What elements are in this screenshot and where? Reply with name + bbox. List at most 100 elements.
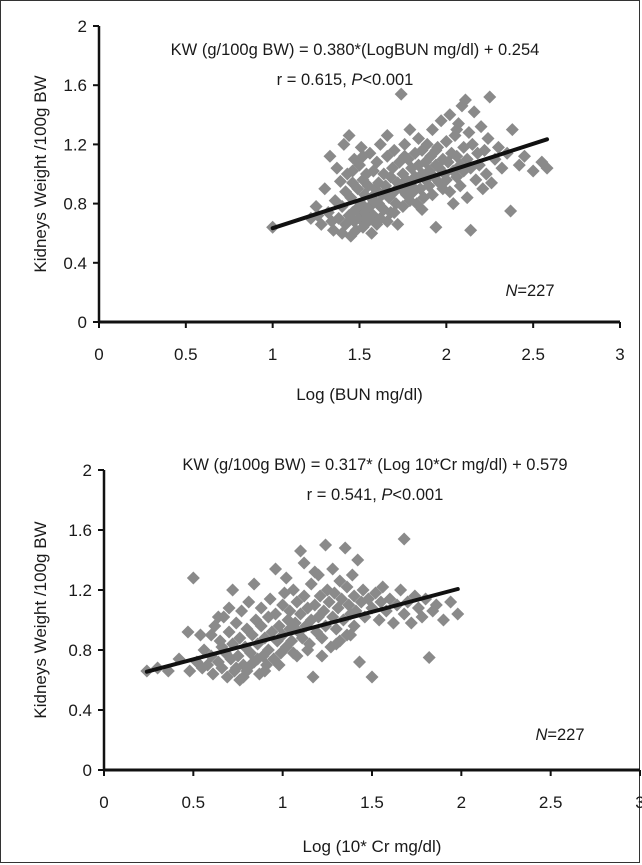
data-point xyxy=(469,173,483,187)
data-point xyxy=(365,226,379,240)
data-point xyxy=(465,137,479,151)
data-point xyxy=(505,123,519,137)
data-point xyxy=(231,649,245,663)
x-tick-label: 3 xyxy=(615,345,624,364)
data-point xyxy=(315,631,329,645)
data-point xyxy=(446,197,460,211)
sample-size-label: N=227 xyxy=(535,726,584,744)
data-point xyxy=(247,577,261,591)
data-point xyxy=(344,628,358,642)
data-point xyxy=(313,589,327,603)
y-tick-label: 1.6 xyxy=(68,521,92,540)
data-point xyxy=(372,613,386,627)
y-tick-label: 0.4 xyxy=(68,701,92,720)
data-point xyxy=(306,670,320,684)
data-point xyxy=(297,589,311,603)
data-point xyxy=(436,613,450,627)
data-point xyxy=(347,589,361,603)
data-point xyxy=(444,595,458,609)
data-point xyxy=(308,565,322,579)
data-point xyxy=(286,646,300,660)
data-point xyxy=(181,625,195,639)
data-point xyxy=(206,667,220,681)
data-point xyxy=(211,610,225,624)
data-point xyxy=(450,123,464,137)
data-point xyxy=(352,655,366,669)
data-point xyxy=(335,592,349,606)
data-point xyxy=(394,583,408,597)
data-point xyxy=(429,143,443,157)
y-axis-label: Kidneys Weight /100g BW xyxy=(31,521,50,718)
data-point xyxy=(193,628,207,642)
data-point xyxy=(283,604,297,618)
sample-size-label: N=227 xyxy=(505,282,554,300)
data-point xyxy=(269,562,283,576)
data-point xyxy=(460,191,474,205)
data-point xyxy=(429,220,443,234)
data-point xyxy=(420,137,434,151)
data-point xyxy=(279,571,293,585)
x-tick-label: 0 xyxy=(99,793,108,812)
data-point xyxy=(354,140,368,154)
data-point xyxy=(415,203,429,217)
data-point xyxy=(325,214,339,228)
data-point xyxy=(340,580,354,594)
x-axis-label: Log (10* Cr mg/dl) xyxy=(303,837,442,856)
data-point xyxy=(220,670,234,684)
chart-panel-1: 0 0.4 0.8 1.2 1.6 2 0 0.5 1 1.5 2 2.5 3 Log (BUN mg/d… xyxy=(31,17,625,404)
data-point xyxy=(356,583,370,597)
data-point xyxy=(286,583,300,597)
data-point xyxy=(183,664,197,678)
data-point xyxy=(504,204,518,218)
data-point xyxy=(342,129,356,143)
regression-stats: r = 0.541, P<0.001 xyxy=(307,486,444,504)
data-point xyxy=(403,123,417,137)
data-point xyxy=(337,137,351,151)
data-point xyxy=(495,161,509,175)
fit-line xyxy=(144,587,460,674)
data-point xyxy=(269,607,283,621)
x-tick-label: 1.5 xyxy=(348,345,372,364)
x-tick-label: 2.5 xyxy=(539,793,563,812)
y-tick-label: 0.8 xyxy=(68,641,92,660)
data-point xyxy=(425,123,439,137)
data-point xyxy=(261,643,275,657)
chart-panel-2: 0 0.4 0.8 1.2 1.6 2 0 0.5 1 1.5 2 2.5 3 Log (10* Cr m… xyxy=(31,456,642,856)
data-point xyxy=(394,87,408,101)
data-point xyxy=(204,628,218,642)
data-point xyxy=(386,616,400,630)
data-point xyxy=(294,607,308,621)
x-tick-label: 2.5 xyxy=(521,345,545,364)
regression-stats: r = 0.615, P<0.001 xyxy=(277,71,414,89)
data-point xyxy=(467,105,481,119)
data-point xyxy=(425,188,439,202)
x-tick-label: 1.5 xyxy=(360,793,384,812)
data-point xyxy=(329,637,343,651)
data-point xyxy=(412,131,426,145)
data-point xyxy=(322,595,336,609)
data-point xyxy=(387,143,401,157)
data-point xyxy=(222,625,236,639)
fit-line xyxy=(270,137,550,231)
data-point xyxy=(391,217,405,231)
data-point xyxy=(517,149,531,163)
data-point xyxy=(254,601,268,615)
data-point xyxy=(387,205,401,219)
data-point xyxy=(235,604,249,618)
data-point xyxy=(258,664,272,678)
data-point xyxy=(301,643,315,657)
data-point xyxy=(338,541,352,555)
data-point xyxy=(434,114,448,128)
data-point xyxy=(512,158,526,172)
x-tick-label: 2 xyxy=(457,793,466,812)
data-point xyxy=(319,538,333,552)
data-point xyxy=(351,553,365,567)
data-point xyxy=(318,182,332,196)
data-point xyxy=(323,149,337,163)
x-tick-label: 1 xyxy=(278,793,287,812)
data-point xyxy=(330,161,344,175)
y-tick-label: 1.2 xyxy=(68,581,92,600)
data-point xyxy=(369,586,383,600)
x-tick-label: 3 xyxy=(635,793,642,812)
data-point xyxy=(297,556,311,570)
